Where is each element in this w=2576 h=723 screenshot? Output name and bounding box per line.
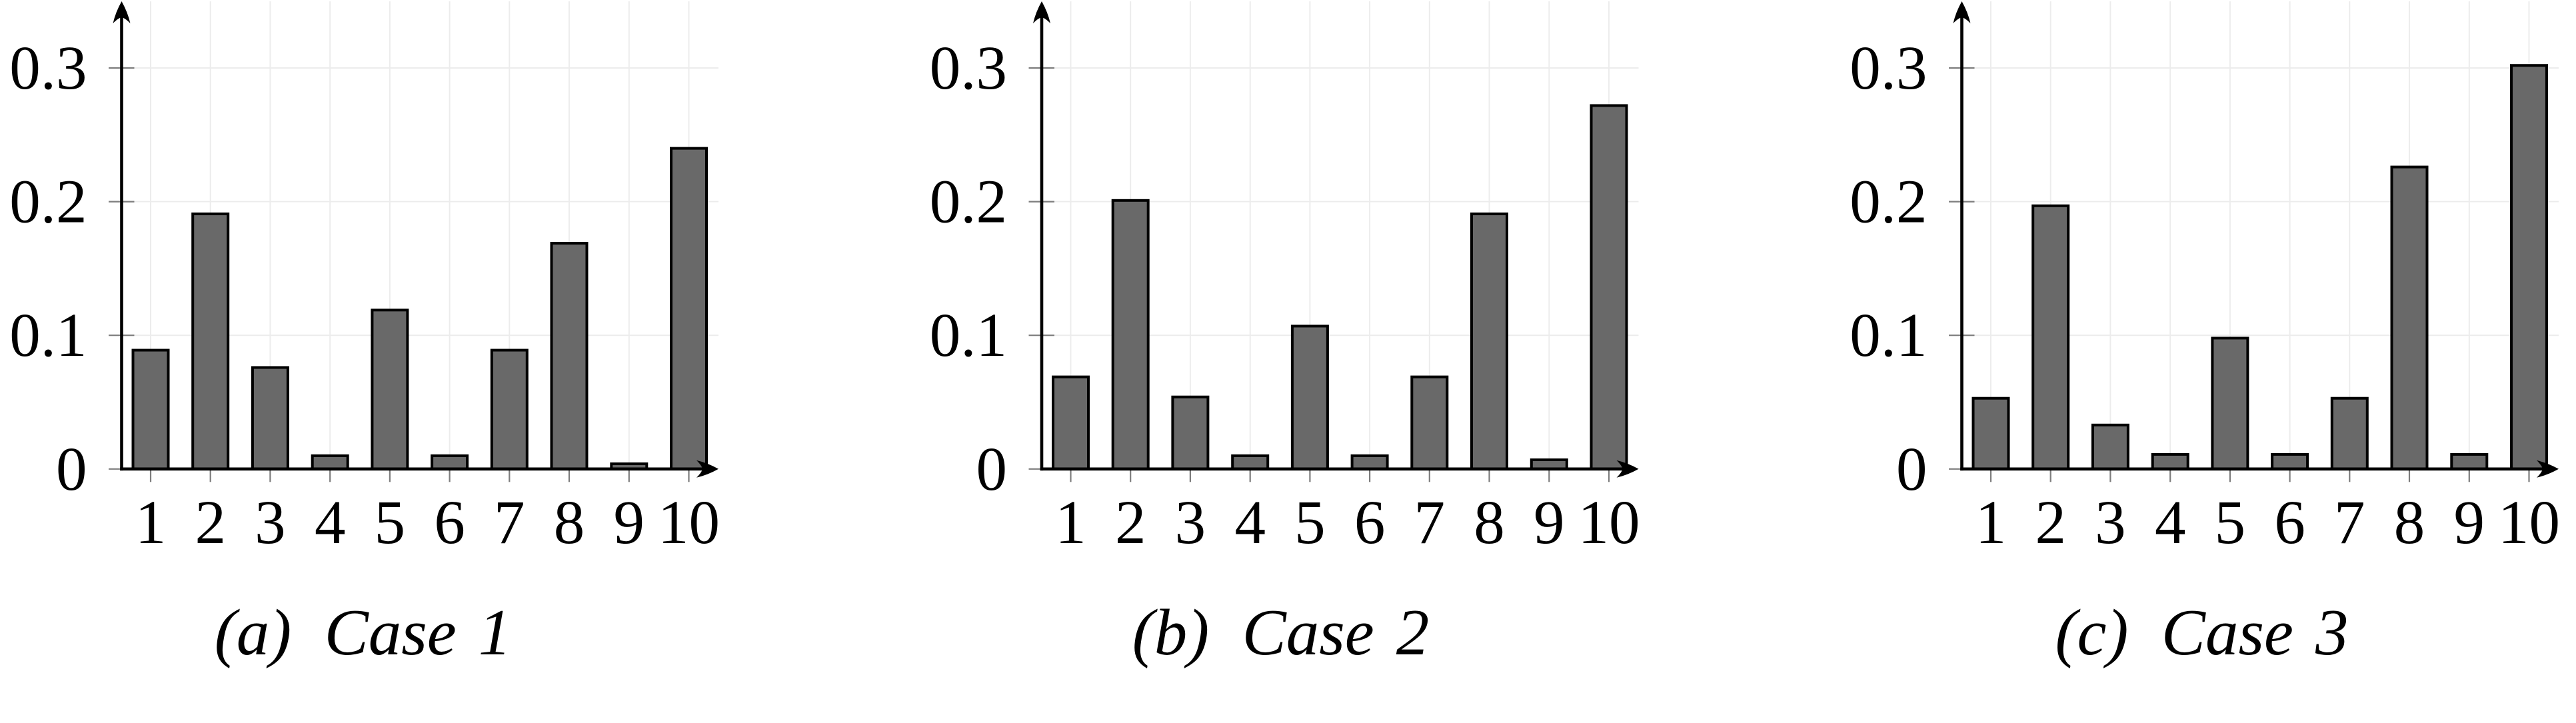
svg-text:1: 1	[135, 488, 167, 557]
svg-text:5: 5	[1294, 488, 1326, 557]
svg-text:10: 10	[658, 488, 720, 557]
svg-text:6: 6	[2274, 488, 2305, 557]
svg-text:3: 3	[2095, 488, 2126, 557]
svg-text:9: 9	[2454, 488, 2485, 557]
svg-text:3: 3	[1175, 488, 1206, 557]
svg-text:1: 1	[1975, 488, 2007, 557]
svg-text:0: 0	[976, 435, 1008, 504]
svg-text:0: 0	[1896, 435, 1928, 504]
svg-text:(b) Case 2: (b) Case 2	[1132, 596, 1429, 669]
svg-text:3: 3	[255, 488, 286, 557]
svg-text:0: 0	[56, 435, 87, 504]
svg-text:10: 10	[2498, 488, 2560, 557]
svg-text:2: 2	[1115, 488, 1146, 557]
svg-text:4: 4	[1234, 488, 1266, 557]
svg-text:7: 7	[1414, 488, 1446, 557]
svg-text:8: 8	[2394, 488, 2425, 557]
svg-text:0.3: 0.3	[1850, 34, 1927, 103]
svg-text:5: 5	[375, 488, 406, 557]
svg-text:4: 4	[315, 488, 346, 557]
svg-text:2: 2	[2035, 488, 2066, 557]
svg-text:4: 4	[2155, 488, 2186, 557]
svg-text:2: 2	[195, 488, 226, 557]
svg-text:8: 8	[1474, 488, 1505, 557]
svg-text:7: 7	[2334, 488, 2365, 557]
svg-text:0.2: 0.2	[9, 168, 87, 237]
svg-text:0.3: 0.3	[9, 34, 87, 103]
svg-text:5: 5	[2215, 488, 2246, 557]
svg-text:9: 9	[614, 488, 645, 557]
svg-text:0.2: 0.2	[1850, 168, 1927, 237]
svg-text:0.3: 0.3	[930, 34, 1007, 103]
svg-text:9: 9	[1534, 488, 1565, 557]
svg-text:1: 1	[1055, 488, 1086, 557]
svg-text:0.1: 0.1	[930, 301, 1007, 370]
svg-text:6: 6	[1354, 488, 1386, 557]
svg-text:7: 7	[494, 488, 525, 557]
svg-text:8: 8	[554, 488, 585, 557]
svg-text:0.2: 0.2	[930, 168, 1007, 237]
svg-text:0.1: 0.1	[1850, 301, 1927, 370]
svg-text:(a) Case 1: (a) Case 1	[215, 596, 511, 669]
svg-text:0.1: 0.1	[9, 301, 87, 370]
svg-text:6: 6	[434, 488, 465, 557]
svg-text:(c) Case 3: (c) Case 3	[2055, 596, 2349, 669]
svg-text:10: 10	[1578, 488, 1640, 557]
